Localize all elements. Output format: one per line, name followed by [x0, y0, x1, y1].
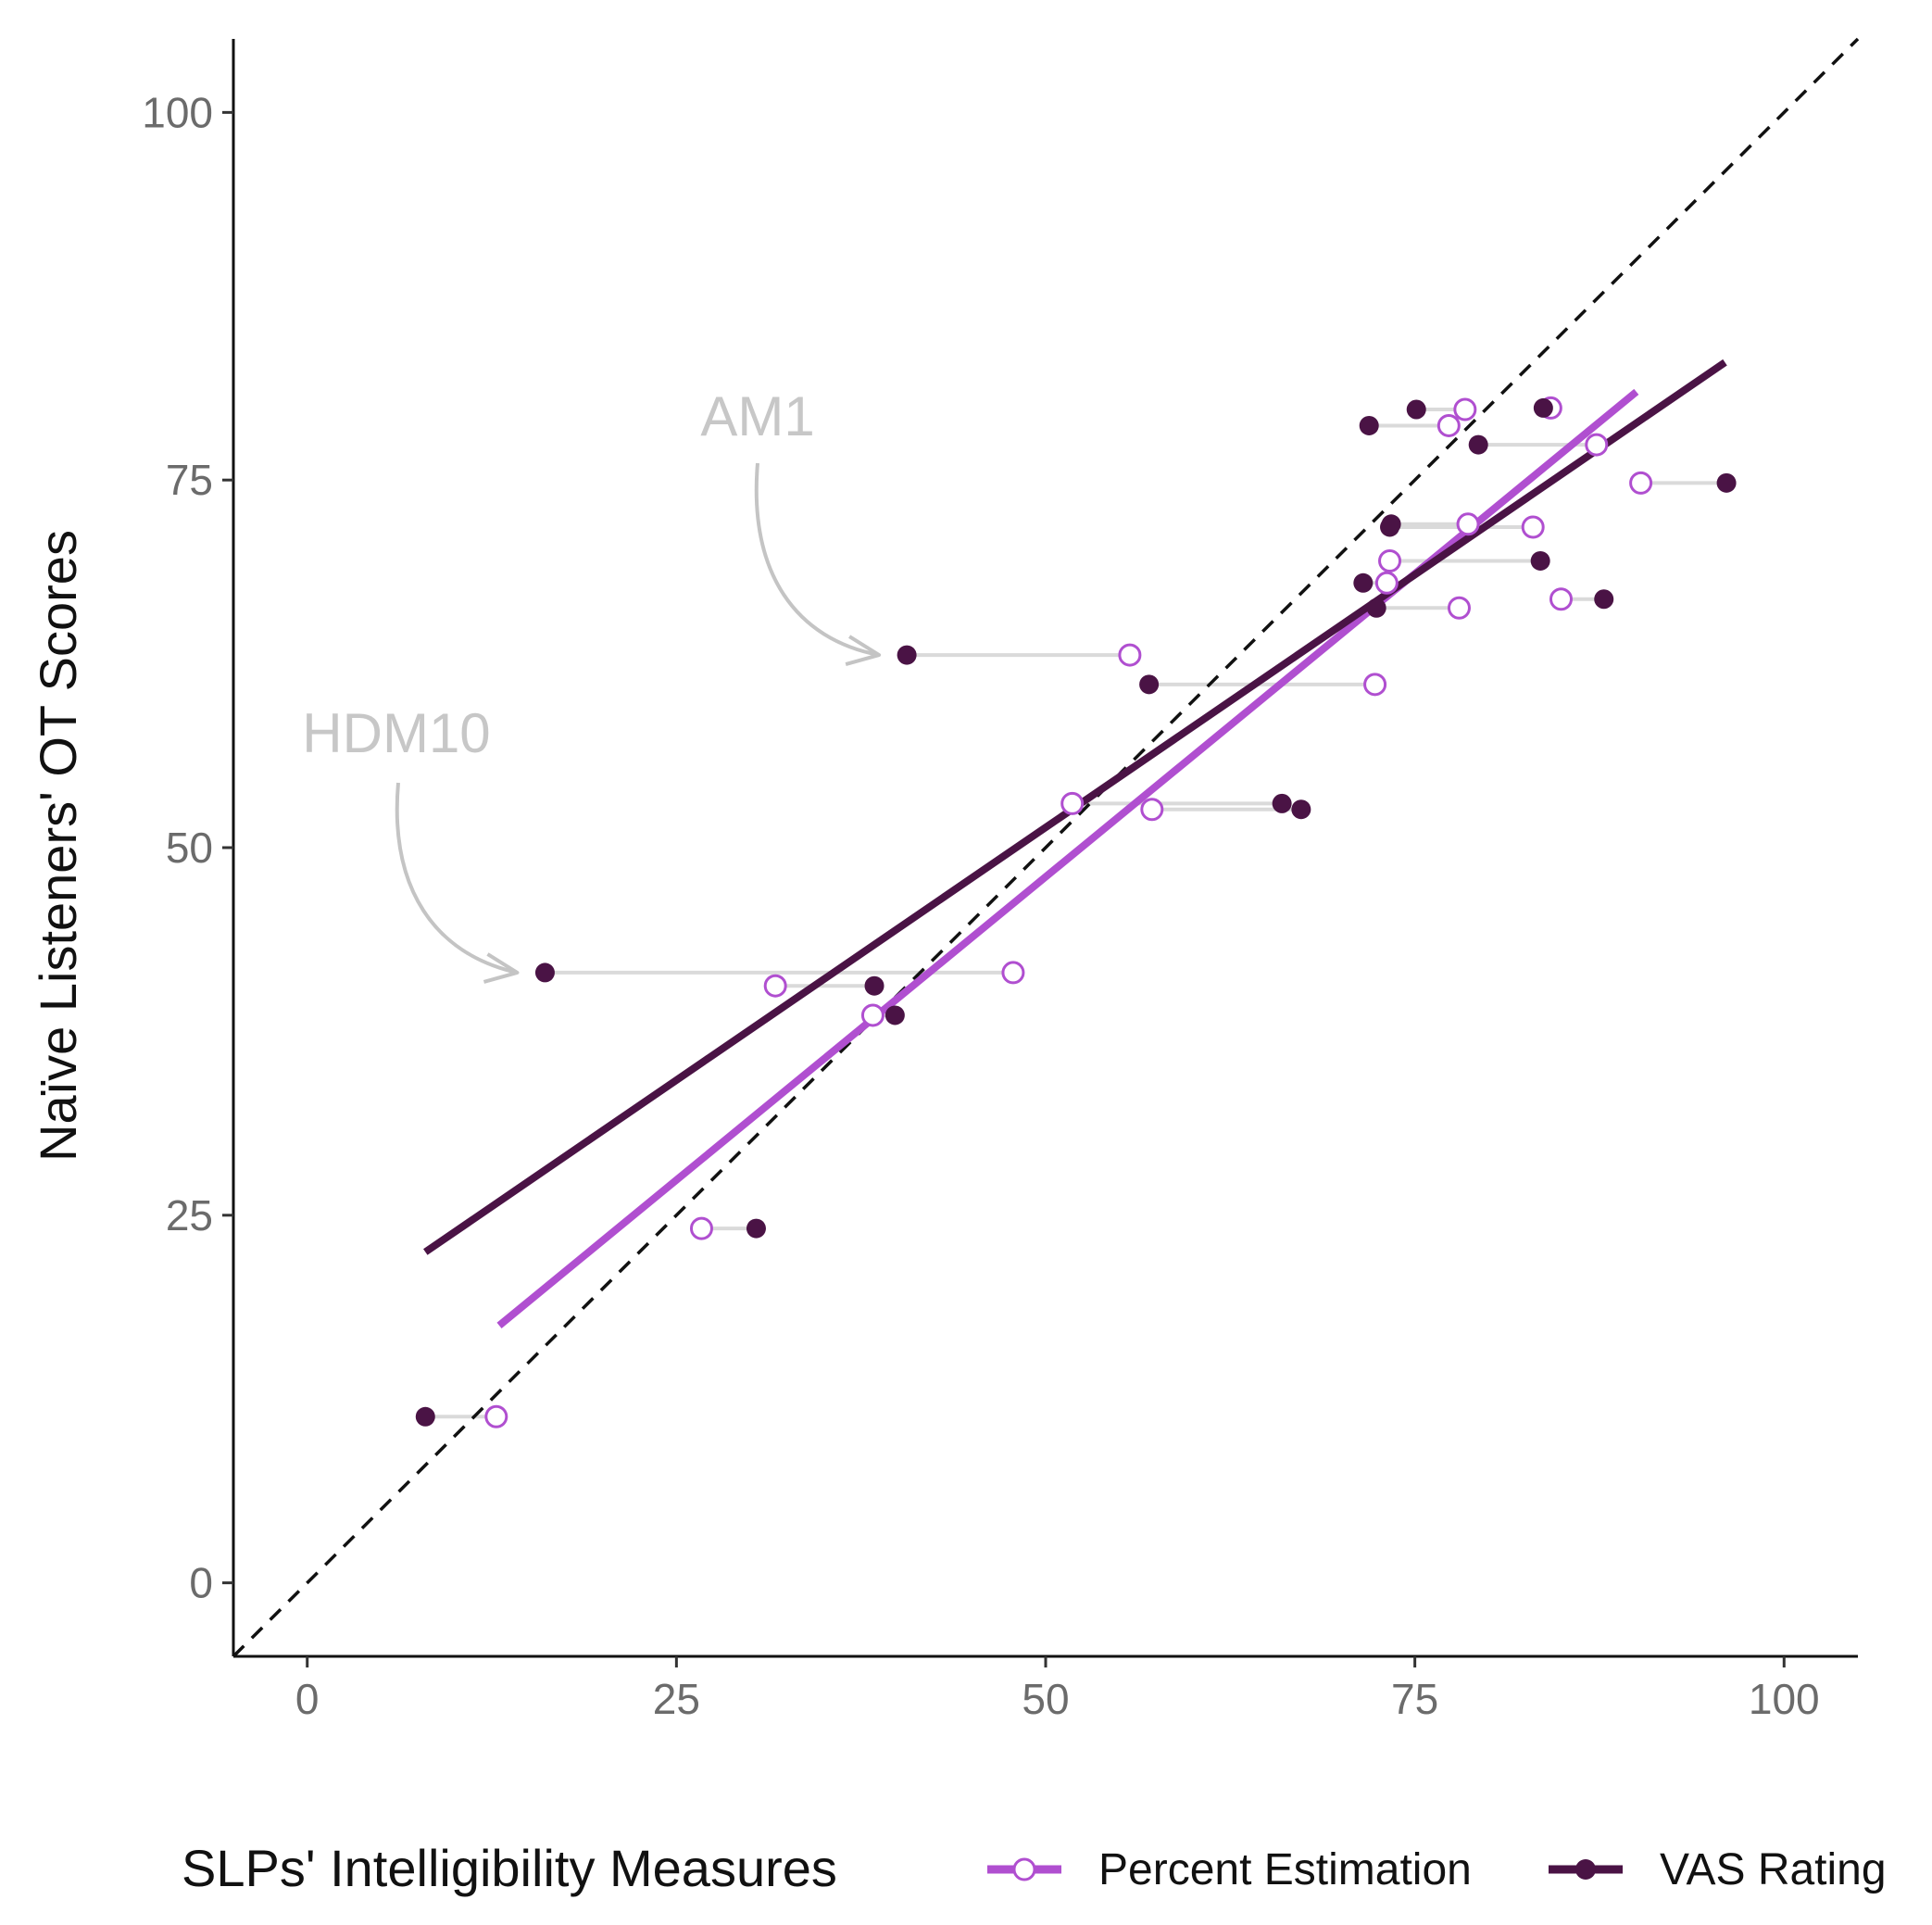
point-vas-rating-10	[1594, 589, 1614, 610]
point-layer	[415, 396, 1737, 1428]
annotation-arrowhead-am1	[845, 635, 882, 666]
reference-layer	[232, 37, 1860, 1658]
point-percent-estimation-6	[1060, 791, 1085, 815]
legend-title: SLPs' Intelligibility Measures	[182, 1839, 837, 1897]
point-vas-rating-9	[1366, 598, 1386, 618]
point-percent-estimation-8	[1118, 643, 1142, 667]
point-vas-rating-14	[1381, 514, 1401, 535]
point-percent-estimation-3	[763, 974, 787, 998]
identity-reference-line	[232, 37, 1860, 1658]
legend: SLPs' Intelligibility Measures Percent E…	[182, 1839, 1887, 1897]
point-vas-rating-8	[897, 645, 917, 665]
point-vas-rating-11	[1353, 572, 1374, 593]
legend-item-vas-rating: VAS Rating	[1549, 1845, 1887, 1894]
point-vas-rating-16	[1468, 434, 1488, 455]
trend-layer	[423, 359, 1727, 1328]
y-axis-title: Naïve Listeners' OT Scores	[29, 530, 87, 1162]
legend-label-vas-rating: VAS Rating	[1660, 1845, 1887, 1894]
point-percent-estimation-10	[1549, 587, 1573, 611]
point-percent-estimation-12	[1378, 548, 1402, 572]
point-percent-estimation-9	[1447, 596, 1471, 620]
point-vas-rating-12	[1530, 550, 1550, 571]
point-vas-rating-15	[1716, 472, 1737, 493]
point-vas-rating-0	[415, 1406, 435, 1427]
legend-key-point-percent	[1012, 1857, 1036, 1881]
y-tick-label-4: 100	[142, 88, 213, 136]
point-percent-estimation-11	[1374, 571, 1399, 595]
point-vas-rating-6	[1272, 793, 1292, 813]
x-tick-label-1: 25	[653, 1675, 700, 1723]
x-tick-label-3: 75	[1391, 1675, 1438, 1723]
point-percent-estimation-0	[484, 1404, 508, 1428]
point-percent-estimation-13	[1521, 515, 1545, 539]
annotation-arrow-am1	[754, 462, 880, 658]
point-percent-estimation-15	[1629, 471, 1653, 495]
y-tick-label-0: 0	[189, 1559, 213, 1607]
point-vas-rating-19	[1533, 397, 1553, 418]
point-vas-rating-17	[1359, 415, 1379, 435]
point-vas-rating-1	[746, 1218, 766, 1239]
annotation-label-am1: AM1	[700, 385, 814, 447]
annotation-layer: HDM10 AM1	[302, 385, 882, 984]
point-vas-rating-2	[884, 1005, 905, 1025]
point-vas-rating-7	[1139, 674, 1160, 695]
legend-key-point-vas	[1575, 1859, 1596, 1880]
x-tick-label-2: 50	[1022, 1675, 1069, 1723]
x-tick-label-4: 100	[1749, 1675, 1820, 1723]
annotation-arrow-hdm10	[395, 782, 518, 975]
point-percent-estimation-4	[1001, 961, 1025, 985]
trend-line-percent-estimation	[496, 388, 1639, 1328]
point-percent-estimation-16	[1585, 433, 1609, 457]
legend-item-percent-estimation: Percent Estimation	[987, 1845, 1472, 1894]
point-vas-rating-3	[864, 975, 884, 996]
y-tick-label-1: 25	[166, 1191, 213, 1239]
annotation-arrowhead-hdm10	[483, 952, 520, 984]
point-percent-estimation-14	[1456, 512, 1480, 536]
point-percent-estimation-7	[1363, 673, 1387, 697]
axes-layer: 0 0 25 25 50 50 75 75 100 100	[142, 39, 1858, 1723]
annotation-label-hdm10: HDM10	[302, 702, 490, 764]
point-percent-estimation-18	[1453, 397, 1477, 421]
point-vas-rating-5	[1291, 799, 1311, 820]
y-tick-label-3: 75	[166, 456, 213, 504]
y-tick-label-2: 50	[166, 824, 213, 872]
point-vas-rating-18	[1406, 399, 1426, 420]
point-vas-rating-4	[534, 962, 555, 983]
x-tick-label-0: 0	[295, 1675, 320, 1723]
point-percent-estimation-17	[1436, 413, 1461, 437]
point-percent-estimation-1	[689, 1216, 713, 1240]
legend-label-percent-estimation: Percent Estimation	[1098, 1845, 1472, 1894]
point-percent-estimation-2	[860, 1003, 884, 1027]
point-percent-estimation-5	[1140, 798, 1164, 822]
